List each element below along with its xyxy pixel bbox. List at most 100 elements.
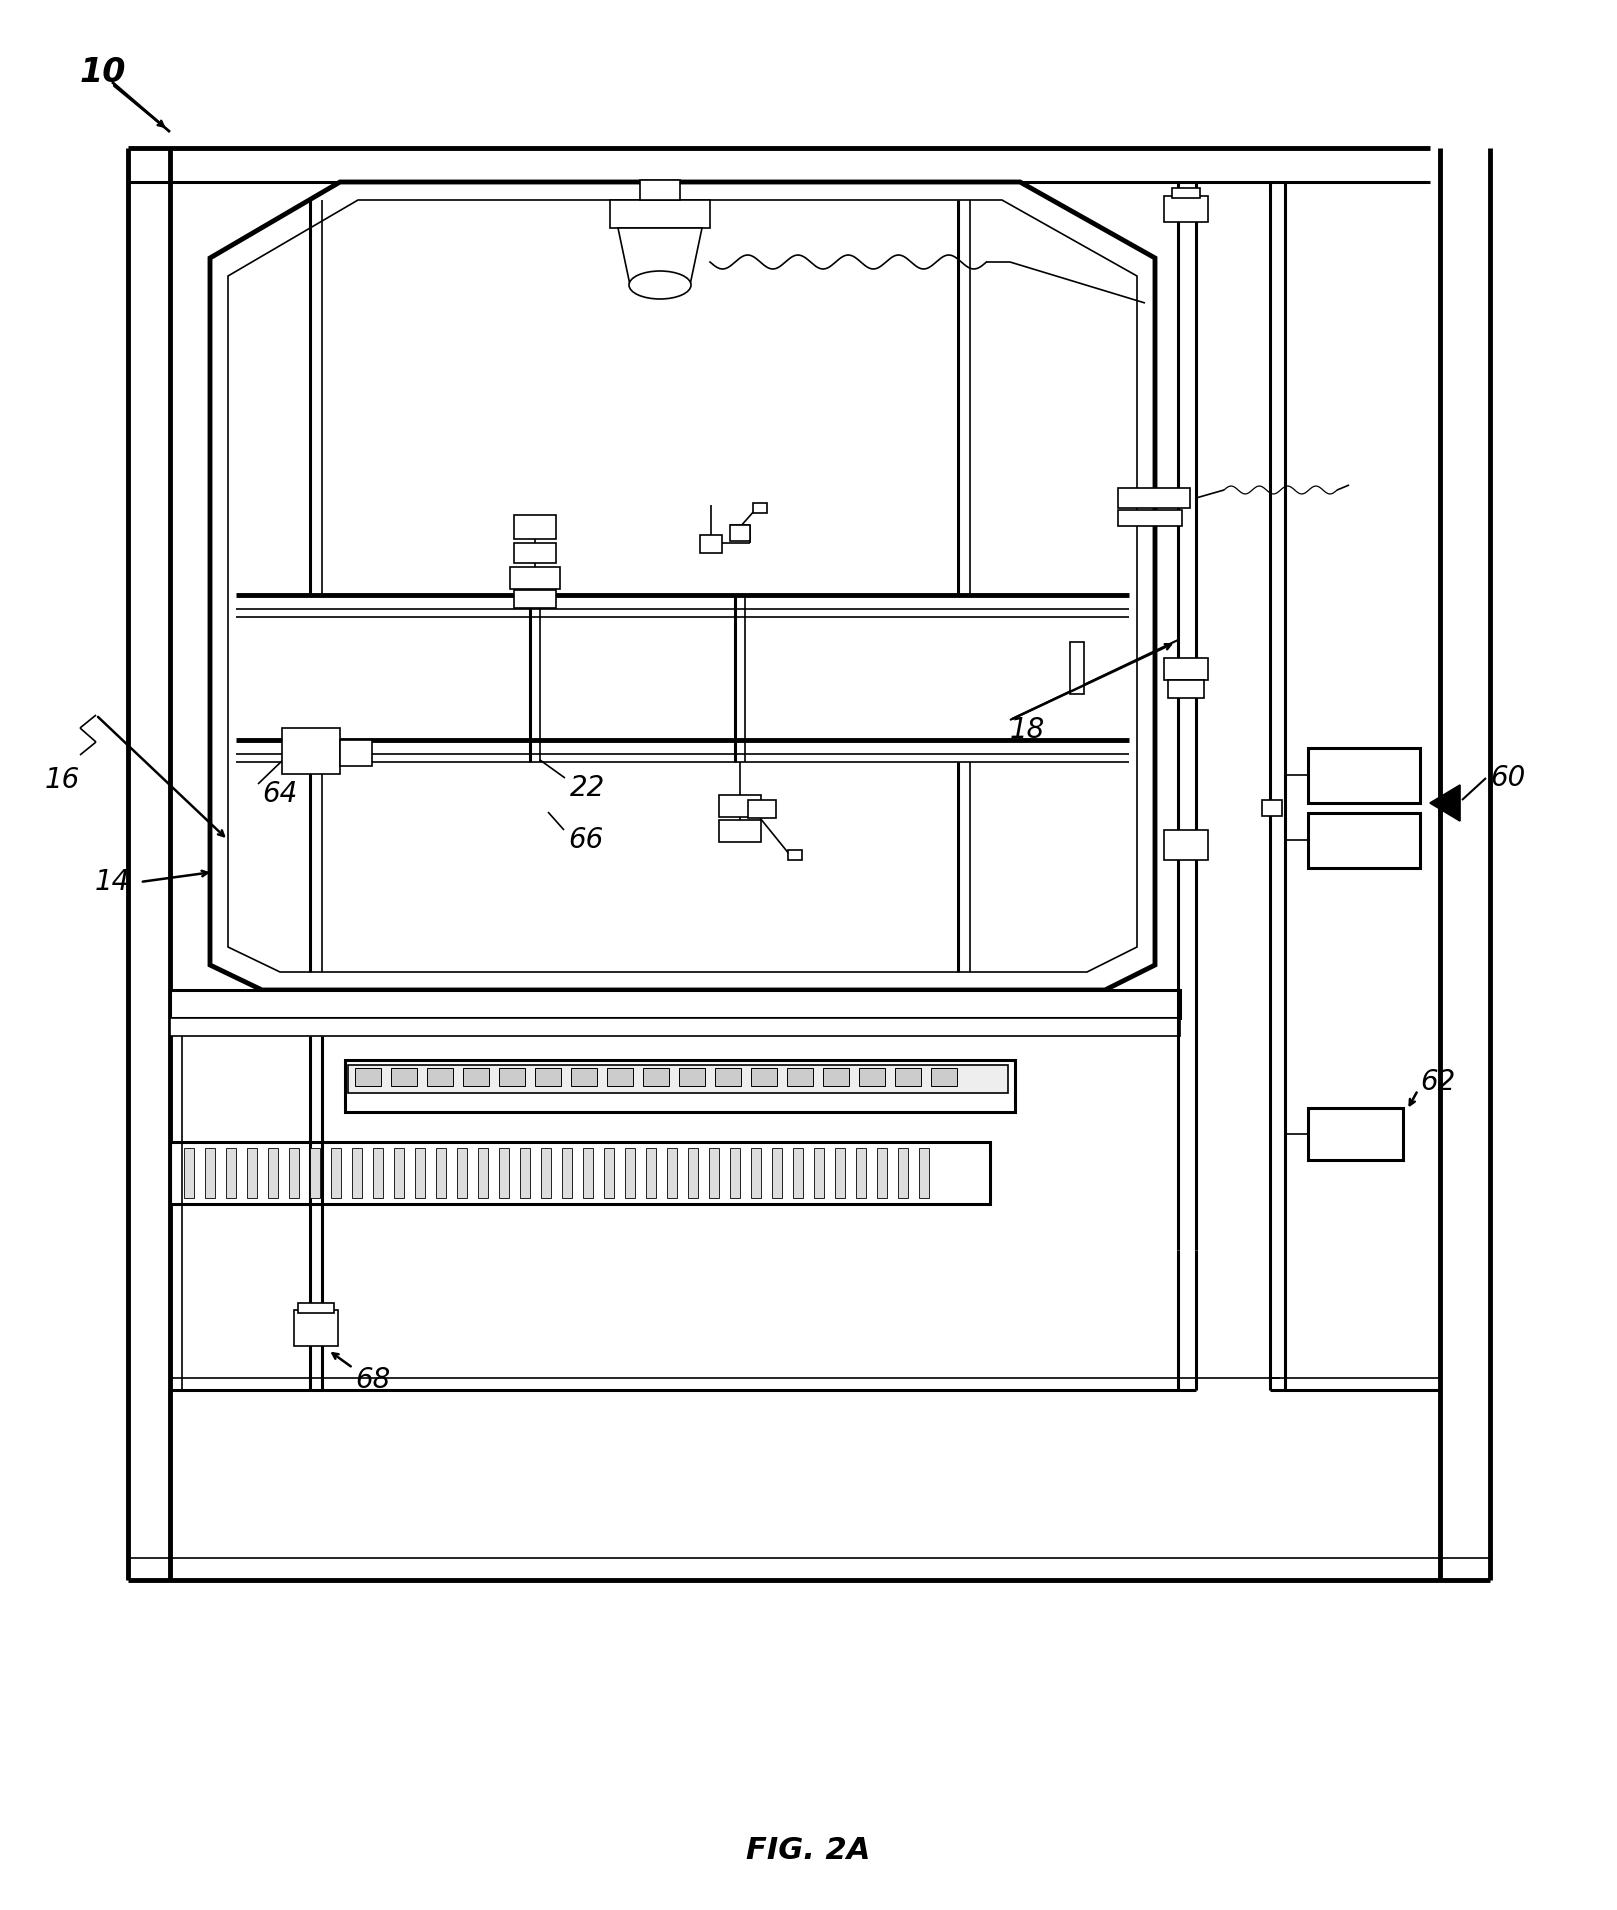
Bar: [749, 800, 776, 817]
Bar: [687, 1148, 699, 1198]
Bar: [356, 1068, 382, 1087]
Bar: [750, 1148, 762, 1198]
Polygon shape: [1429, 785, 1460, 821]
Bar: [294, 1310, 338, 1347]
Bar: [509, 567, 559, 588]
Text: 60: 60: [1489, 764, 1525, 793]
Bar: [344, 1060, 1015, 1112]
Bar: [584, 1148, 593, 1198]
Text: FIG. 2A: FIG. 2A: [745, 1836, 870, 1864]
Bar: [535, 1068, 561, 1087]
Bar: [395, 1148, 404, 1198]
Text: 68: 68: [356, 1366, 390, 1394]
Bar: [792, 1148, 804, 1198]
Bar: [644, 1068, 669, 1087]
Bar: [226, 1148, 236, 1198]
Bar: [708, 1148, 720, 1198]
Bar: [1172, 187, 1200, 199]
Bar: [729, 525, 750, 541]
Bar: [931, 1068, 957, 1087]
Bar: [458, 1148, 467, 1198]
Bar: [626, 1148, 635, 1198]
Text: 10: 10: [79, 55, 126, 88]
Bar: [348, 1066, 1007, 1093]
Bar: [894, 1068, 922, 1087]
Bar: [720, 819, 762, 842]
Bar: [298, 1303, 335, 1312]
Bar: [170, 1142, 990, 1203]
Bar: [247, 1148, 257, 1198]
Bar: [521, 1148, 530, 1198]
Bar: [1308, 749, 1420, 802]
Text: 18: 18: [1011, 716, 1045, 745]
Bar: [353, 1148, 362, 1198]
Bar: [310, 1148, 320, 1198]
Bar: [289, 1148, 299, 1198]
Bar: [897, 1148, 909, 1198]
Bar: [462, 1068, 488, 1087]
Bar: [859, 1068, 884, 1087]
Bar: [606, 1068, 632, 1087]
Bar: [729, 1148, 741, 1198]
Text: 14: 14: [95, 867, 131, 896]
Bar: [500, 1068, 526, 1087]
Bar: [715, 1068, 741, 1087]
Text: 62: 62: [1420, 1068, 1455, 1096]
Bar: [542, 1148, 551, 1198]
Bar: [813, 1148, 825, 1198]
Text: 22: 22: [571, 774, 605, 802]
Bar: [281, 728, 340, 774]
Bar: [571, 1068, 597, 1087]
Bar: [771, 1148, 783, 1198]
Bar: [514, 542, 556, 563]
Bar: [1261, 800, 1282, 816]
Bar: [416, 1148, 425, 1198]
Bar: [1308, 1108, 1404, 1159]
Bar: [1164, 197, 1208, 222]
Bar: [563, 1148, 572, 1198]
Bar: [876, 1148, 888, 1198]
Bar: [605, 1148, 614, 1198]
Bar: [374, 1148, 383, 1198]
Bar: [479, 1148, 488, 1198]
Text: 64: 64: [262, 779, 298, 808]
Bar: [823, 1068, 849, 1087]
Bar: [514, 516, 556, 539]
Bar: [1164, 831, 1208, 860]
Bar: [666, 1148, 678, 1198]
Bar: [647, 1148, 657, 1198]
Bar: [514, 590, 556, 607]
Polygon shape: [618, 227, 702, 285]
Bar: [720, 795, 762, 817]
Bar: [170, 989, 1180, 1018]
Bar: [640, 180, 681, 201]
Bar: [184, 1148, 194, 1198]
Text: 66: 66: [568, 825, 603, 854]
Bar: [1167, 680, 1205, 697]
Bar: [1070, 642, 1083, 693]
Bar: [500, 1148, 509, 1198]
Bar: [331, 1148, 341, 1198]
Bar: [918, 1148, 930, 1198]
Bar: [1117, 510, 1182, 525]
Bar: [834, 1148, 846, 1198]
Bar: [855, 1148, 867, 1198]
Bar: [391, 1068, 417, 1087]
Bar: [340, 739, 372, 766]
Bar: [700, 535, 723, 554]
Text: 16: 16: [45, 766, 81, 795]
Bar: [170, 1018, 1180, 1035]
Ellipse shape: [629, 271, 690, 300]
Bar: [787, 1068, 813, 1087]
Bar: [610, 201, 710, 227]
Bar: [437, 1148, 446, 1198]
Bar: [787, 850, 802, 860]
Bar: [750, 1068, 778, 1087]
Bar: [427, 1068, 453, 1087]
Polygon shape: [210, 181, 1155, 989]
Bar: [268, 1148, 278, 1198]
Bar: [1164, 659, 1208, 680]
Bar: [1308, 814, 1420, 867]
Bar: [754, 502, 766, 514]
Bar: [679, 1068, 705, 1087]
